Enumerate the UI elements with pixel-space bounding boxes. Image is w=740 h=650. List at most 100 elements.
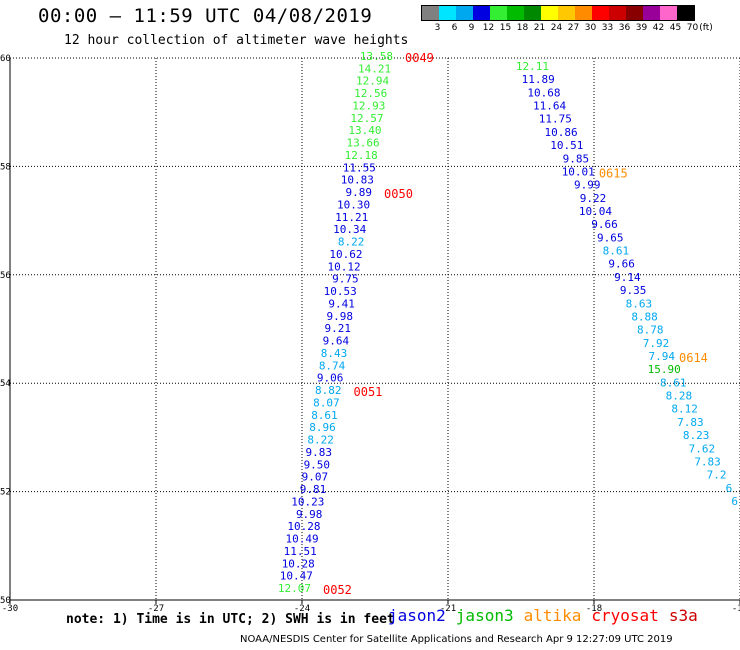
map-subtitle: 12 hour collection of altimeter wave hei… <box>64 33 409 48</box>
satellite-label-jason2: jason2 <box>388 606 446 625</box>
legend-swatch-12 <box>473 6 490 20</box>
satellite-label-jason3: jason3 <box>455 606 514 625</box>
legend-label-45: 45 <box>669 23 682 33</box>
lon-tick-label: -27 <box>148 604 164 614</box>
swh-value-label: 9.35 <box>620 284 647 297</box>
swh-value-label: 8.63 <box>626 297 653 310</box>
swh-value-label: 8.74 <box>319 359 346 372</box>
legend-swatch-27 <box>558 6 575 20</box>
pass-time-label: 0615 <box>599 166 628 180</box>
swh-value-label: 10.49 <box>286 533 319 546</box>
swh-value-label: 11.51 <box>284 545 317 558</box>
pass-time-label: 0049 <box>405 51 434 65</box>
swh-value-label: 11.64 <box>533 100 566 113</box>
legend-label-30: 30 <box>584 23 597 33</box>
lon-tick-label: -15 <box>732 604 740 614</box>
swh-value-label: 13.40 <box>348 124 381 137</box>
legend-labels: 3 6 9 12 15 18 21 24 27 30 33 36 39 42 45 70 (ft) <box>421 21 713 35</box>
legend-label-15: 15 <box>499 23 512 33</box>
pass-time-label: 0051 <box>354 385 383 399</box>
legend-label-33: 33 <box>601 23 614 33</box>
swh-value-label: 6 <box>731 495 738 508</box>
swh-value-label: 10.34 <box>333 223 366 236</box>
legend-swatch-39 <box>626 6 643 20</box>
legend-label-24: 24 <box>550 23 563 33</box>
swh-value-label: 13.66 <box>347 137 380 150</box>
legend-swatch-24 <box>541 6 558 20</box>
swh-value-label: 10.04 <box>579 205 612 218</box>
lat-tick-label: 60 <box>0 54 11 64</box>
swh-value-label: 8.61 <box>311 409 338 422</box>
swh-value-label: 10.28 <box>282 557 315 570</box>
swh-value-label: 9.66 <box>591 218 618 231</box>
lon-tick-label: -18 <box>586 604 602 614</box>
legend-label-27: 27 <box>567 23 580 33</box>
legend-label-36: 36 <box>618 23 631 33</box>
legend-label-12: 12 <box>482 23 495 33</box>
pass-time-label: 0614 <box>679 351 708 365</box>
legend-label-42: 42 <box>652 23 665 33</box>
swh-value-label: 10.12 <box>327 260 360 273</box>
lat-tick-label: 58 <box>0 162 11 172</box>
swh-value-label: 14.21 <box>358 62 391 75</box>
swh-value-label: 8.22 <box>338 236 365 249</box>
pass-time-label: 0050 <box>384 187 413 201</box>
legend-swatch-36 <box>609 6 626 20</box>
lon-tick-label: -24 <box>294 604 310 614</box>
swh-value-label: 11.21 <box>335 211 368 224</box>
swh-value-label: 10.01 <box>562 165 595 178</box>
legend-swatch-18 <box>507 6 524 20</box>
swh-value-label: 8.43 <box>321 347 348 360</box>
legend-swatch-15 <box>490 6 507 20</box>
lat-tick-label: 50 <box>0 596 11 606</box>
pass-time-label: 0052 <box>323 583 352 597</box>
swh-value-label: 9.07 <box>302 471 329 484</box>
swh-value-label: 9.65 <box>597 231 624 244</box>
swh-value-label: 9.99 <box>574 179 601 192</box>
swh-value-label: 10.23 <box>291 495 324 508</box>
satellite-label-cryosat: cryosat <box>591 606 659 625</box>
satellite-legend: jason2 jason3 altika cryosat s3a <box>388 606 708 625</box>
swh-value-label: 8.96 <box>309 421 336 434</box>
swh-value-label: 10.28 <box>287 520 320 533</box>
swh-value-label: 9.22 <box>580 192 607 205</box>
swh-value-label: 8.82 <box>315 384 342 397</box>
swh-value-label: 8.78 <box>637 324 664 337</box>
swh-value-label: 10.47 <box>280 570 313 583</box>
swh-value-label: 10.51 <box>550 139 583 152</box>
swh-value-label: 9.21 <box>325 322 352 335</box>
legend-swatch-33 <box>592 6 609 20</box>
swh-value-label: 8.88 <box>631 310 658 323</box>
swh-value-label: 10.30 <box>337 198 370 211</box>
swh-value-label: 11.75 <box>539 113 572 126</box>
swh-value-label: 8.12 <box>671 403 698 416</box>
swh-value-label: 9.85 <box>563 152 590 165</box>
swh-value-label: 15.90 <box>648 363 681 376</box>
swh-value-label: 7.92 <box>643 337 670 350</box>
swh-value-label: 10.53 <box>324 285 357 298</box>
swh-value-label: 9.75 <box>332 273 359 286</box>
legend-label-9: 9 <box>468 23 475 33</box>
swh-value-label: 6 <box>726 482 733 495</box>
swh-value-label: 7.94 <box>649 350 676 363</box>
swh-value-label: 10.68 <box>527 86 560 99</box>
swh-value-label: 12.11 <box>516 60 549 73</box>
color-legend: 3 6 9 12 15 18 21 24 27 30 33 36 39 42 45 70 (ft) <box>421 5 713 35</box>
lon-tick-label: -21 <box>440 604 456 614</box>
swh-value-label: 9.14 <box>614 271 641 284</box>
swh-value-label: 8.61 <box>660 376 687 389</box>
swh-value-label: 10.83 <box>341 174 374 187</box>
satellite-label-altika: altika <box>523 606 582 625</box>
legend-label-39: 39 <box>635 23 648 33</box>
lat-tick-label: 56 <box>0 271 11 281</box>
legend-label-18: 18 <box>516 23 529 33</box>
legend-label-70: 70 <box>686 23 699 33</box>
legend-swatch-70 <box>677 6 694 20</box>
swh-value-label: 9.89 <box>346 186 373 199</box>
swh-value-label: 7.62 <box>689 442 716 455</box>
legend-label-21: 21 <box>533 23 546 33</box>
swh-value-label: 9.66 <box>608 258 635 271</box>
legend-label-3: 3 <box>434 23 441 33</box>
swh-value-label: 12.18 <box>345 149 378 162</box>
